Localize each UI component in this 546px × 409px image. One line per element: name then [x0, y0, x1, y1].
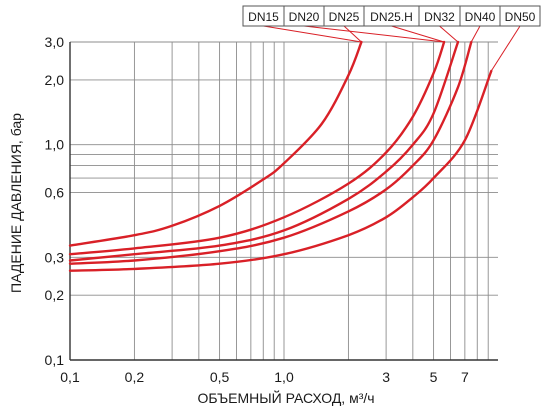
curves	[68, 40, 493, 272]
legend-connector	[303, 25, 445, 43]
y-tick-label: 0,1	[45, 352, 65, 368]
series-line-2	[68, 40, 460, 262]
tick-labels: 0,1 0,2 0,5 1,0 3 5 7 0,1 0,2 0,3 0,6 1,0 2,0 3,0	[45, 34, 469, 385]
x-tick-label: 0,2	[125, 369, 145, 385]
legend: DN15 DN20 DN25 DN25.H DN32 DN40 DN50	[242, 5, 541, 27]
y-tick-label: 0,2	[45, 287, 65, 303]
series-line-3	[68, 40, 473, 265]
y-tick-label: 1,0	[45, 137, 65, 153]
legend-label: DN15	[248, 10, 279, 24]
legend-label: DN20	[289, 10, 320, 24]
legend-connector	[263, 25, 362, 43]
legend-connector	[391, 25, 445, 43]
legend-label: DN40	[465, 10, 496, 24]
legend-label: DN32	[424, 10, 455, 24]
series-line-0	[68, 40, 363, 247]
x-axis-label: ОБЪЕМНЫЙ РАСХОД, м³/ч	[197, 389, 374, 406]
x-tick-label: 0,1	[60, 369, 80, 385]
y-tick-label: 3,0	[45, 34, 65, 50]
y-tick-label: 0,6	[45, 184, 65, 200]
legend-connector	[439, 25, 459, 43]
x-tick-label: 3	[382, 369, 390, 385]
y-axis-label: ПАДЕНИЕ ДАВЛЕНИЯ, бар	[8, 113, 24, 293]
legend-box	[499, 5, 541, 27]
y-tick-label: 0,3	[45, 249, 65, 265]
grid	[69, 41, 498, 360]
legend-connector	[470, 25, 481, 43]
legend-label: DN50	[505, 10, 536, 24]
series-line-4	[68, 69, 493, 272]
legend-connectors	[263, 25, 521, 72]
x-tick-label: 7	[461, 369, 469, 385]
legend-label: DN25.H	[370, 10, 413, 24]
series-line-1	[68, 40, 446, 256]
x-tick-label: 5	[430, 369, 438, 385]
legend-connector	[343, 25, 362, 43]
axes	[69, 42, 498, 361]
y-tick-label: 2,0	[45, 72, 65, 88]
x-tick-label: 1,0	[274, 369, 294, 385]
legend-label: DN25	[329, 10, 360, 24]
x-tick-label: 0,5	[210, 369, 230, 385]
legend-connector	[490, 25, 521, 72]
